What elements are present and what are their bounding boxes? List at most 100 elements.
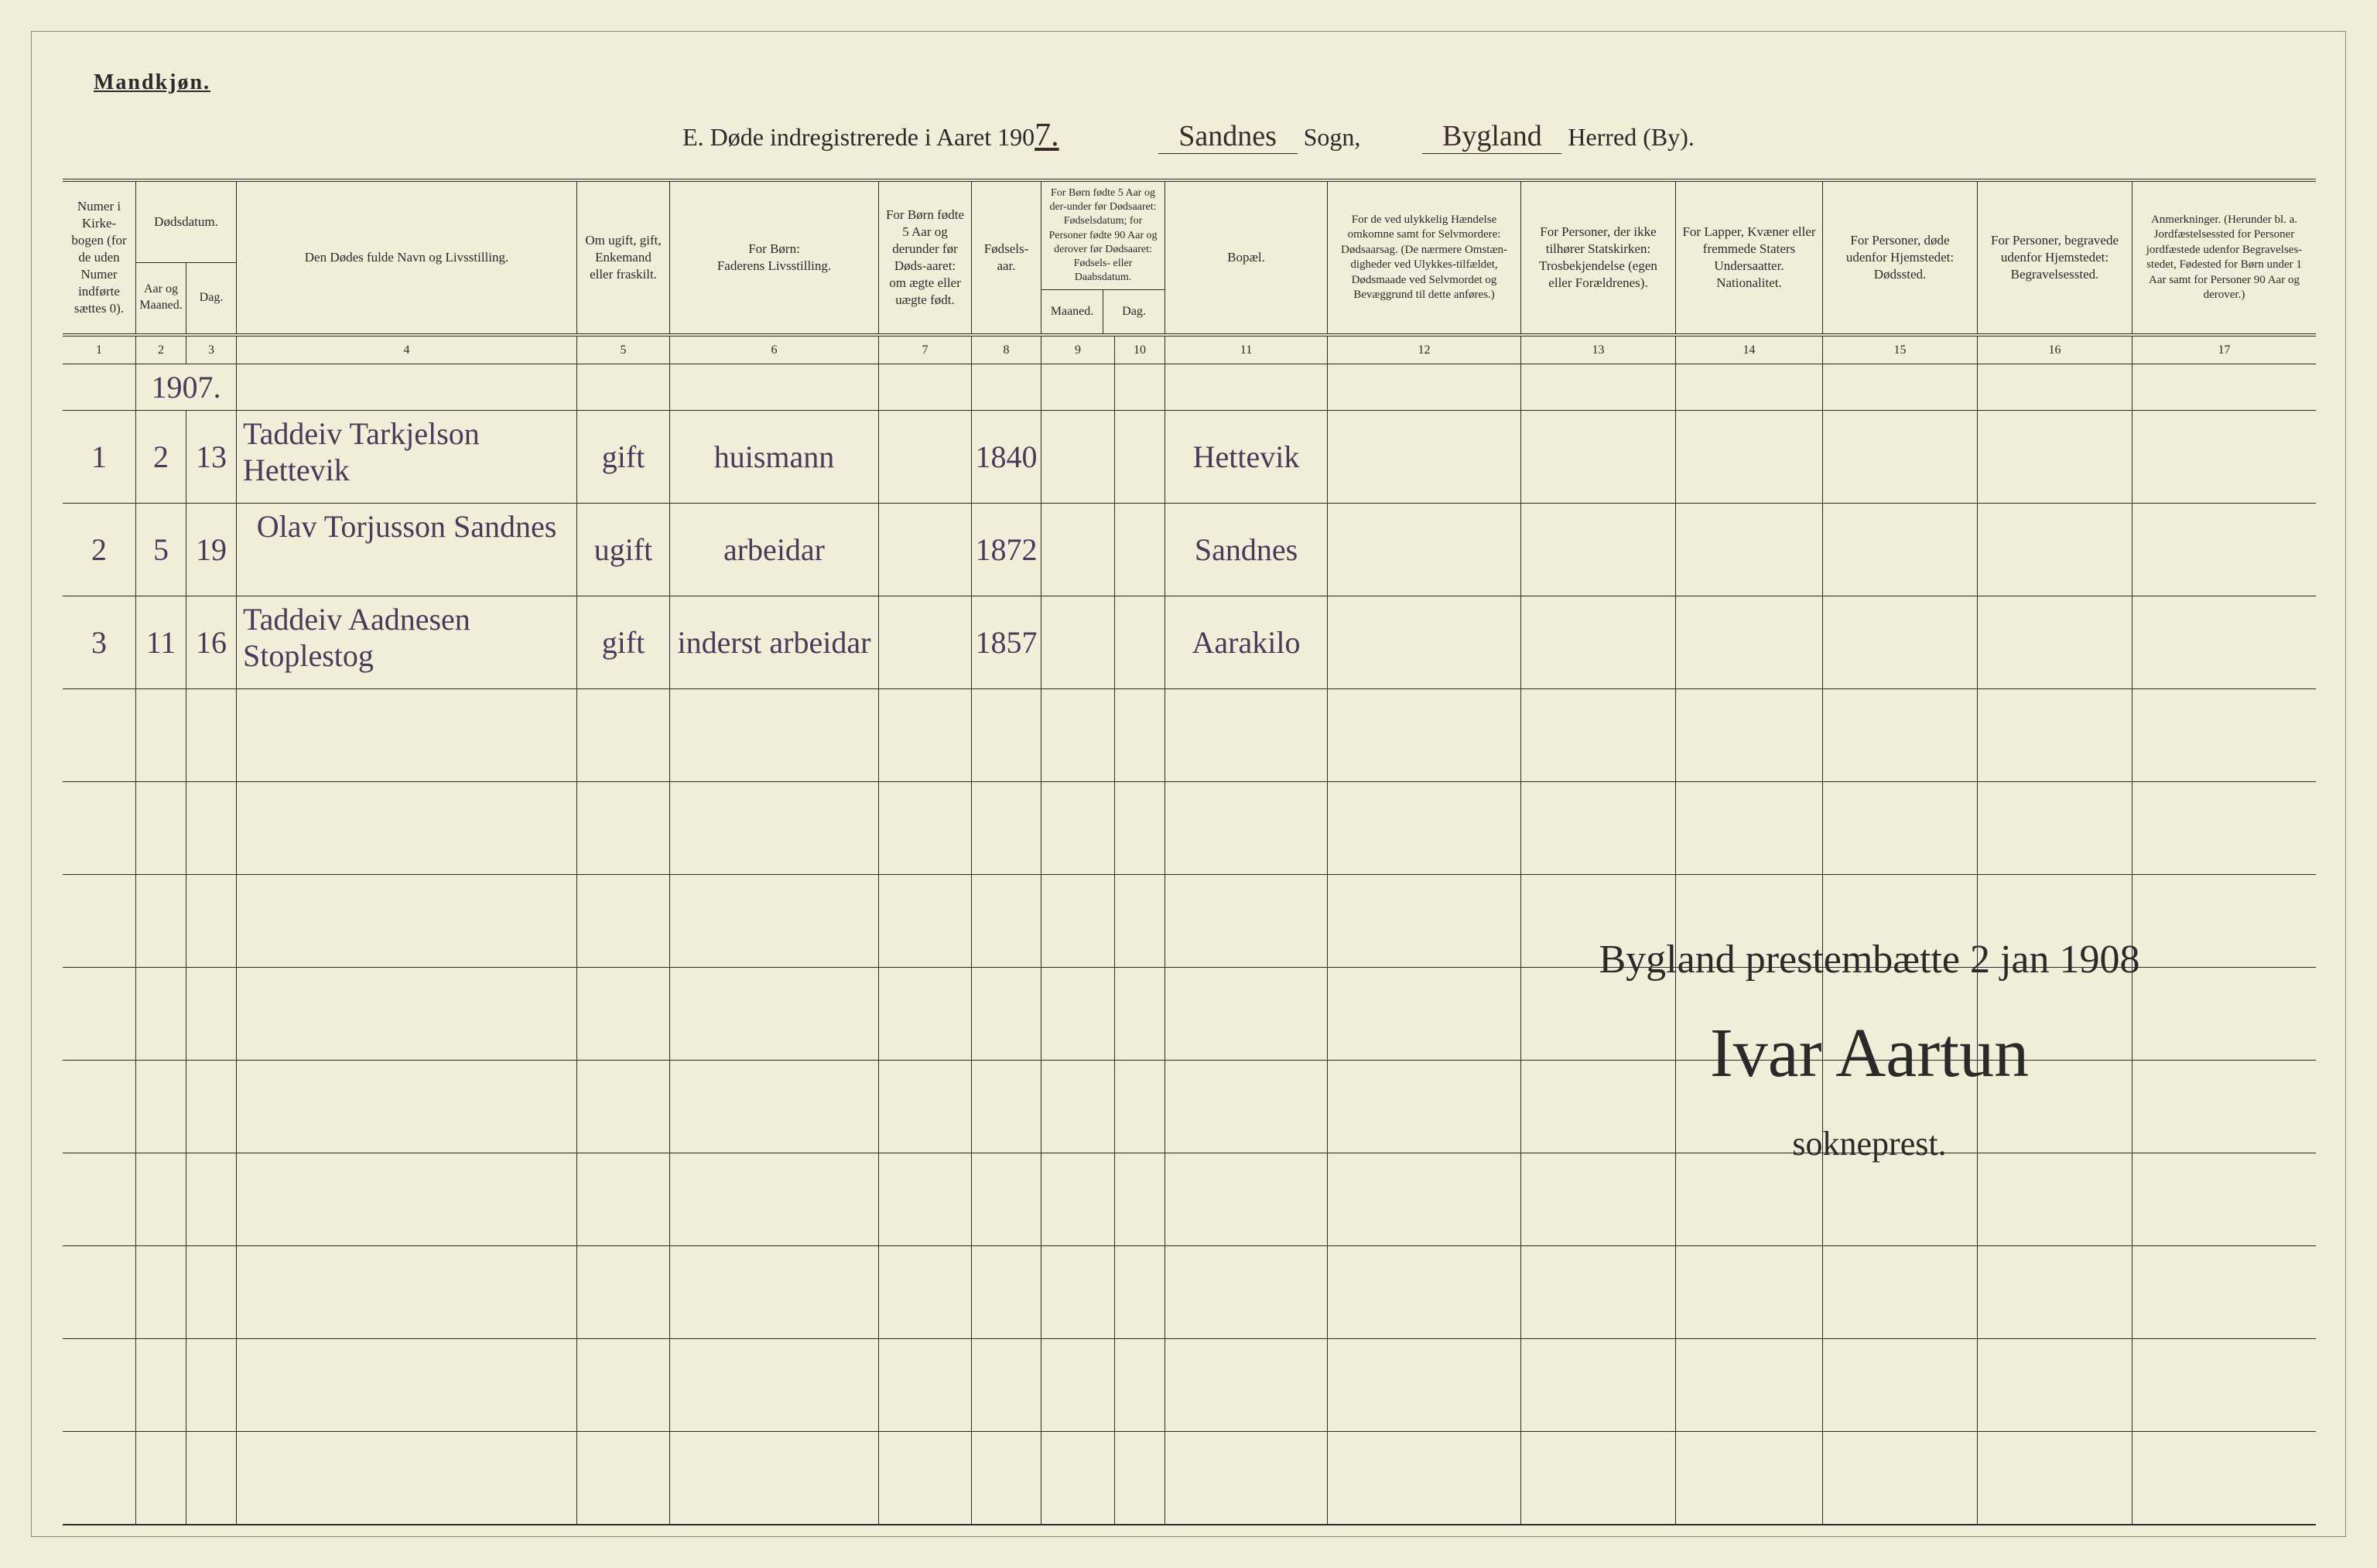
row-occupation: inderst arbeidar bbox=[670, 596, 879, 688]
row-status: gift bbox=[577, 411, 670, 503]
col-header-15: For Personer, døde udenfor Hjemstedet: D… bbox=[1823, 182, 1978, 333]
empty-cell bbox=[1115, 875, 1165, 967]
empty-cell bbox=[1115, 1432, 1165, 1524]
empty-cell bbox=[1521, 689, 1676, 781]
empty-cell bbox=[1165, 1153, 1328, 1245]
empty-cell bbox=[1041, 875, 1115, 967]
empty-cell bbox=[2132, 1246, 2316, 1338]
col-header-13: For Personer, der ikke tilhører Statskir… bbox=[1521, 182, 1676, 333]
empty-cell bbox=[670, 782, 879, 874]
empty-cell bbox=[1041, 689, 1115, 781]
row-c16 bbox=[1978, 504, 2132, 596]
col-header-1: Numer i Kirke-bogen (for de uden Numer i… bbox=[63, 182, 136, 333]
title-year-suffix: 7. bbox=[1035, 118, 1059, 153]
empty-cell bbox=[1328, 1153, 1521, 1245]
empty-cell bbox=[577, 1246, 670, 1338]
empty-cell bbox=[1115, 1339, 1165, 1431]
empty-cell bbox=[136, 875, 186, 967]
table-row bbox=[63, 689, 2316, 782]
row-c9 bbox=[1041, 504, 1115, 596]
year-row-c10 bbox=[1115, 364, 1165, 410]
table-row: 2519Olav Torjusson Sandnesugiftarbeidar1… bbox=[63, 504, 2316, 596]
row-day: 13 bbox=[186, 411, 237, 503]
row-c13 bbox=[1521, 411, 1676, 503]
empty-cell bbox=[63, 1432, 136, 1524]
empty-cell bbox=[577, 689, 670, 781]
year-row-c9 bbox=[1041, 364, 1115, 410]
empty-cell bbox=[1041, 1061, 1115, 1153]
row-c7 bbox=[879, 596, 972, 688]
herred-value: Bygland bbox=[1422, 119, 1561, 154]
empty-cell bbox=[1115, 782, 1165, 874]
empty-cell bbox=[1041, 1432, 1115, 1524]
row-status: ugift bbox=[577, 504, 670, 596]
colnum-13: 13 bbox=[1521, 336, 1676, 364]
empty-cell bbox=[1165, 875, 1328, 967]
empty-cell bbox=[1823, 782, 1978, 874]
row-c15 bbox=[1823, 504, 1978, 596]
empty-cell bbox=[2132, 1432, 2316, 1524]
empty-cell bbox=[63, 875, 136, 967]
empty-cell bbox=[1328, 1339, 1521, 1431]
empty-cell bbox=[136, 968, 186, 1060]
empty-cell bbox=[63, 1246, 136, 1338]
empty-cell bbox=[237, 1339, 577, 1431]
empty-cell bbox=[1165, 1061, 1328, 1153]
empty-cell bbox=[1165, 1246, 1328, 1338]
empty-cell bbox=[63, 1153, 136, 1245]
empty-cell bbox=[136, 1061, 186, 1153]
table-row bbox=[63, 1246, 2316, 1339]
empty-cell bbox=[670, 1061, 879, 1153]
empty-cell bbox=[136, 689, 186, 781]
year-row-c5 bbox=[577, 364, 670, 410]
year-row-c1 bbox=[63, 364, 136, 410]
empty-cell bbox=[577, 875, 670, 967]
table-row: 1213Taddeiv Tarkjelson Hettevikgifthuism… bbox=[63, 411, 2316, 504]
empty-cell bbox=[1328, 1246, 1521, 1338]
row-c12 bbox=[1328, 411, 1521, 503]
year-row-c17 bbox=[2132, 364, 2316, 410]
row-name: Taddeiv Tarkjelson Hettevik bbox=[237, 411, 577, 503]
empty-cell bbox=[1823, 1246, 1978, 1338]
signature-name: Ivar Aartun bbox=[1463, 1013, 2276, 1093]
empty-cell bbox=[879, 968, 972, 1060]
col-header-16: For Personer, begravede udenfor Hjemsted… bbox=[1978, 182, 2132, 333]
empty-cell bbox=[1978, 1432, 2132, 1524]
year-row-c8 bbox=[972, 364, 1041, 410]
year-row: 1907. bbox=[63, 364, 2316, 411]
colnum-10: 10 bbox=[1115, 336, 1165, 364]
row-c14 bbox=[1676, 411, 1823, 503]
empty-cell bbox=[670, 1246, 879, 1338]
row-status: gift bbox=[577, 596, 670, 688]
empty-cell bbox=[1823, 1153, 1978, 1245]
row-name: Taddeiv Aadnesen Stoplestog bbox=[237, 596, 577, 688]
empty-cell bbox=[2132, 782, 2316, 874]
colnum-6: 6 bbox=[670, 336, 879, 364]
empty-cell bbox=[186, 968, 237, 1060]
empty-cell bbox=[670, 1432, 879, 1524]
empty-cell bbox=[1041, 1339, 1115, 1431]
empty-cell bbox=[577, 782, 670, 874]
empty-cell bbox=[1328, 782, 1521, 874]
col-header-6-top: For Børn: bbox=[748, 241, 800, 258]
row-c9 bbox=[1041, 596, 1115, 688]
empty-cell bbox=[63, 782, 136, 874]
col-header-6: For Børn: Faderens Livsstilling. bbox=[670, 182, 879, 333]
row-c17 bbox=[2132, 411, 2316, 503]
row-num: 3 bbox=[63, 596, 136, 688]
herred-label: Herred (By). bbox=[1568, 123, 1694, 151]
sogn-label: Sogn, bbox=[1304, 123, 1361, 151]
gender-heading: Mandkjøn. bbox=[94, 70, 210, 95]
colnum-8: 8 bbox=[972, 336, 1041, 364]
row-c14 bbox=[1676, 504, 1823, 596]
colnum-11: 11 bbox=[1165, 336, 1328, 364]
col-header-6-sub: Faderens Livsstilling. bbox=[717, 258, 831, 275]
empty-cell bbox=[186, 689, 237, 781]
colnum-4: 4 bbox=[237, 336, 577, 364]
colnum-16: 16 bbox=[1978, 336, 2132, 364]
year-row-c13 bbox=[1521, 364, 1676, 410]
row-day: 19 bbox=[186, 504, 237, 596]
empty-cell bbox=[1676, 689, 1823, 781]
empty-cell bbox=[136, 1153, 186, 1245]
empty-cell bbox=[879, 1432, 972, 1524]
